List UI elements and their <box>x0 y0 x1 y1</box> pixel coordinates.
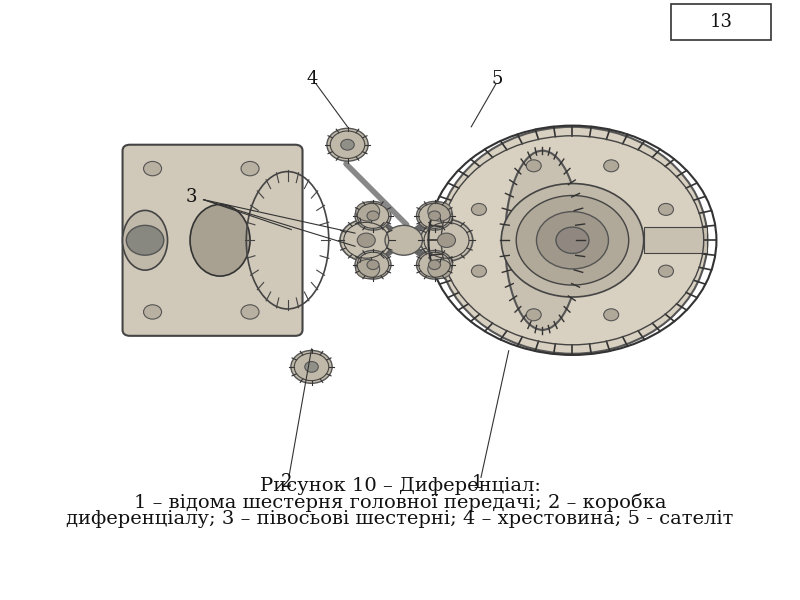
Ellipse shape <box>505 151 580 330</box>
Circle shape <box>537 212 609 269</box>
Circle shape <box>502 184 644 297</box>
Text: 1 – відома шестерня головної передачі; 2 – коробка: 1 – відома шестерня головної передачі; 2… <box>134 493 666 512</box>
Circle shape <box>438 233 455 247</box>
Text: 5: 5 <box>492 70 503 88</box>
Ellipse shape <box>438 127 707 354</box>
Ellipse shape <box>420 220 473 261</box>
Circle shape <box>604 309 618 321</box>
Circle shape <box>526 160 542 172</box>
Circle shape <box>658 203 674 215</box>
Circle shape <box>428 202 452 221</box>
Circle shape <box>356 202 380 221</box>
Text: диференціалу; 3 – півосьові шестерні; 4 – хрестовина; 5 - сателіт: диференціалу; 3 – півосьові шестерні; 4 … <box>66 510 734 528</box>
Circle shape <box>305 362 318 372</box>
Circle shape <box>516 196 629 285</box>
Bar <box>644 227 707 253</box>
FancyBboxPatch shape <box>122 145 302 336</box>
Ellipse shape <box>122 211 167 270</box>
Circle shape <box>358 233 375 247</box>
Ellipse shape <box>291 350 332 383</box>
Circle shape <box>556 227 589 253</box>
Ellipse shape <box>190 205 250 276</box>
Circle shape <box>385 226 422 255</box>
Circle shape <box>367 211 379 221</box>
Text: 4: 4 <box>306 70 318 88</box>
Circle shape <box>526 309 542 321</box>
Ellipse shape <box>340 220 393 261</box>
Ellipse shape <box>355 250 391 279</box>
Circle shape <box>341 139 354 150</box>
Text: 1: 1 <box>472 475 484 493</box>
Circle shape <box>356 259 380 278</box>
Ellipse shape <box>417 250 453 279</box>
Circle shape <box>604 160 618 172</box>
Text: 3: 3 <box>186 188 198 206</box>
Circle shape <box>428 259 452 278</box>
Circle shape <box>143 305 162 319</box>
Text: 13: 13 <box>710 13 733 31</box>
Ellipse shape <box>417 202 453 230</box>
Circle shape <box>143 161 162 176</box>
Circle shape <box>429 260 441 269</box>
Circle shape <box>471 203 486 215</box>
Ellipse shape <box>355 202 391 230</box>
Circle shape <box>658 265 674 277</box>
Ellipse shape <box>327 128 368 161</box>
Circle shape <box>241 161 259 176</box>
Bar <box>671 4 771 40</box>
Circle shape <box>367 260 379 269</box>
Text: Рисунок 10 – Диференціал:: Рисунок 10 – Диференціал: <box>259 477 541 495</box>
Text: 2: 2 <box>280 473 292 491</box>
Circle shape <box>471 265 486 277</box>
Circle shape <box>241 305 259 319</box>
Circle shape <box>429 211 441 221</box>
Circle shape <box>126 226 164 255</box>
